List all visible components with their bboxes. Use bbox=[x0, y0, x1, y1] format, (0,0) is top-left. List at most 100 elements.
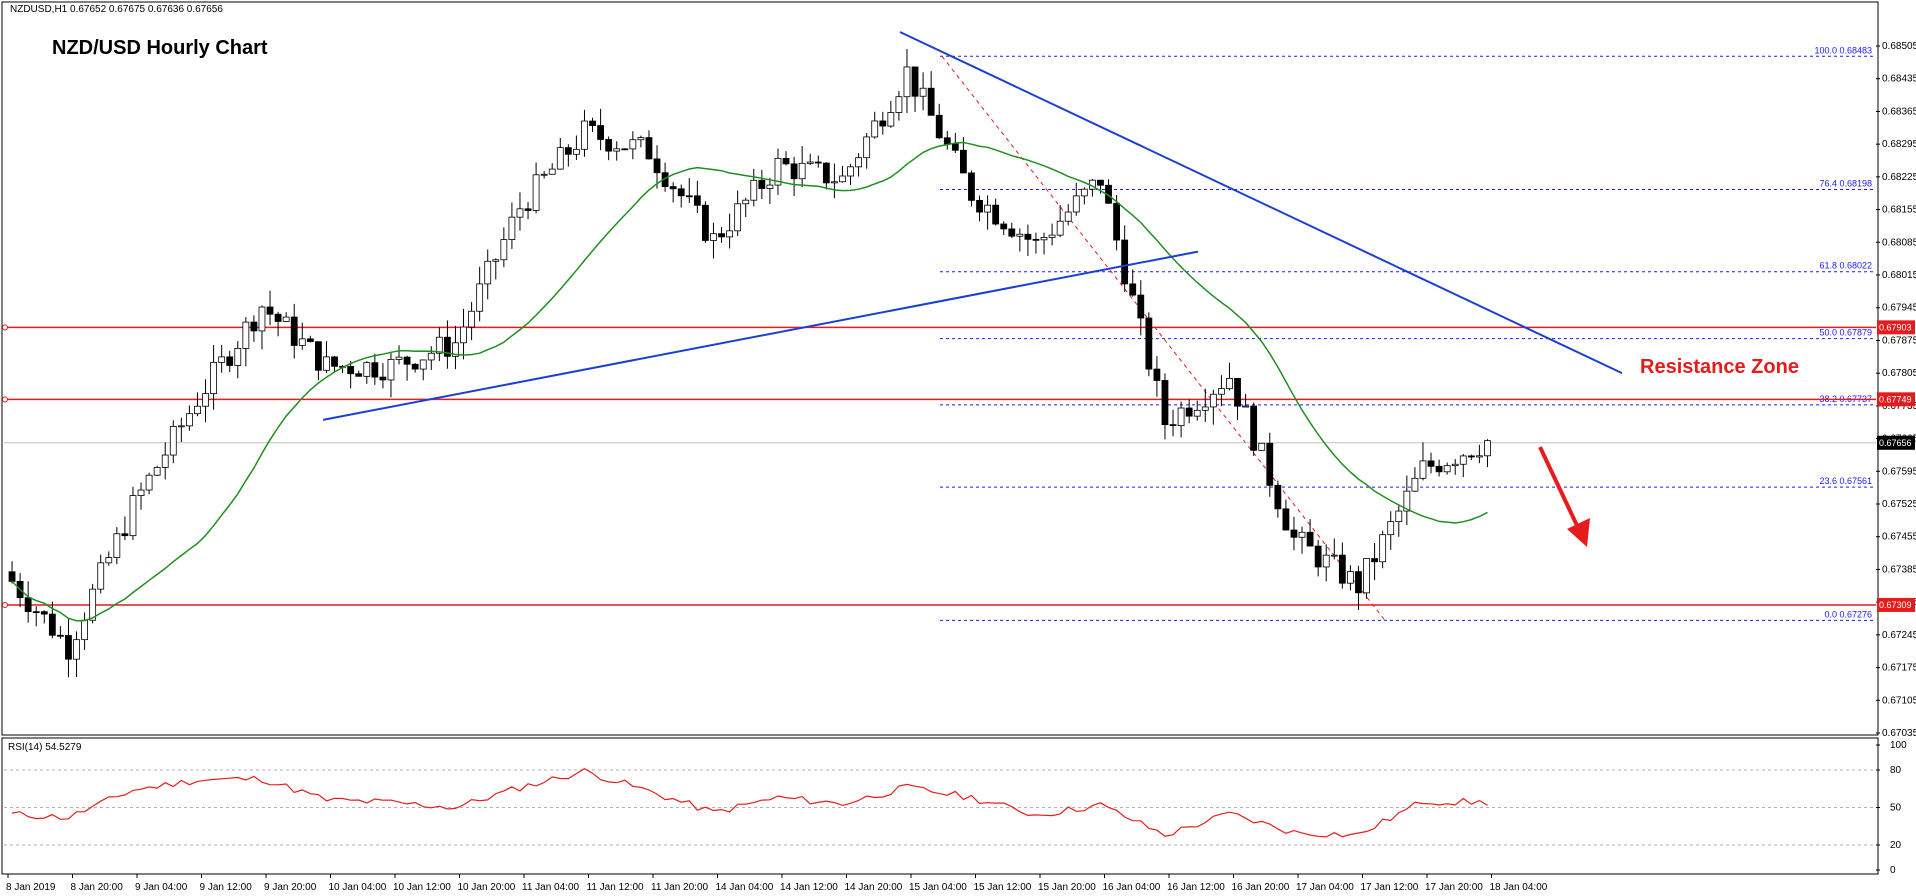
time-tick-label: 8 Jan 2019 bbox=[6, 882, 56, 893]
bear-candle bbox=[1145, 317, 1153, 370]
bull-candle bbox=[774, 157, 782, 186]
rsi-tick-label: 80 bbox=[1890, 765, 1902, 776]
price-tick-label: 0.67735 bbox=[1882, 401, 1916, 412]
bull-candle bbox=[710, 233, 717, 241]
bull-candle bbox=[1395, 510, 1403, 523]
level-price-tag-label: 0.67749 bbox=[1879, 394, 1912, 404]
bear-candle bbox=[1024, 233, 1032, 240]
bear-candle bbox=[1234, 377, 1241, 407]
bull-candle bbox=[387, 359, 395, 381]
bull-candle bbox=[1411, 477, 1419, 492]
bear-candle bbox=[927, 87, 935, 116]
resistance-zone-label: Resistance Zone bbox=[1640, 356, 1799, 378]
bear-candle bbox=[1097, 179, 1104, 186]
bull-candle bbox=[863, 136, 871, 159]
bear-candle bbox=[1153, 368, 1161, 381]
bear-candle bbox=[790, 163, 798, 180]
bear-candle bbox=[1306, 531, 1314, 547]
time-tick-label: 17 Jan 20:00 bbox=[1425, 882, 1483, 893]
price-tags[interactable]: 0.67903 0.67749 0.67309 0.67656 bbox=[1877, 320, 1915, 612]
bear-candle bbox=[1427, 460, 1435, 467]
fib-level-label: 61.8 0.68022 bbox=[1819, 261, 1872, 271]
bull-candle bbox=[258, 306, 266, 332]
bear-candle bbox=[1266, 442, 1274, 486]
bull-candle bbox=[508, 216, 516, 240]
bear-candle bbox=[1185, 407, 1193, 417]
rsi-panel-frame bbox=[1, 737, 1879, 875]
moving-average bbox=[11, 141, 1488, 622]
bull-candle bbox=[242, 321, 250, 349]
price-tick-label: 0.67595 bbox=[1882, 466, 1916, 477]
fib-level-label: 0.0 0.67276 bbox=[1824, 609, 1872, 619]
level-price-tag-label: 0.67903 bbox=[1879, 322, 1912, 332]
bear-candle bbox=[250, 321, 258, 332]
bull-candle bbox=[282, 316, 290, 322]
bull-candle bbox=[105, 557, 113, 564]
bear-candle bbox=[564, 147, 572, 155]
bear-candle bbox=[1161, 380, 1169, 426]
bull-candle bbox=[97, 562, 105, 590]
price-panel-frame bbox=[1, 1, 1879, 736]
bear-candle bbox=[57, 634, 64, 637]
bear-candle bbox=[40, 611, 48, 615]
bull-candle bbox=[847, 166, 854, 177]
bull-candle bbox=[1209, 393, 1217, 408]
bull-candle bbox=[1193, 409, 1201, 417]
time-tick-label: 10 Jan 12:00 bbox=[393, 882, 451, 893]
bull-candle bbox=[1403, 490, 1411, 512]
level-price-tag bbox=[1877, 392, 1915, 407]
time-tick-label: 15 Jan 12:00 bbox=[974, 882, 1032, 893]
bull-candle bbox=[1048, 234, 1056, 238]
bull-candle bbox=[1419, 460, 1427, 479]
bear-candle bbox=[1371, 558, 1378, 563]
price-tick-label: 0.67875 bbox=[1882, 335, 1916, 346]
bull-candle bbox=[137, 489, 145, 496]
bear-candle bbox=[1250, 405, 1258, 451]
bull-candle bbox=[895, 96, 903, 113]
bear-candle bbox=[1113, 202, 1120, 241]
rsi-axis: 100 80 50 20 0 bbox=[1876, 740, 1907, 876]
bull-candle bbox=[839, 175, 846, 183]
time-tick-label: 9 Jan 12:00 bbox=[200, 882, 253, 893]
bull-candle bbox=[194, 405, 201, 415]
bull-candle bbox=[460, 326, 467, 344]
bear-candle bbox=[960, 149, 967, 174]
fib-level-label: 23.6 0.67561 bbox=[1819, 476, 1872, 486]
time-tick-label: 8 Jan 20:00 bbox=[71, 882, 124, 893]
bull-candle bbox=[1258, 442, 1266, 451]
price-tick-label: 0.68085 bbox=[1882, 237, 1916, 248]
bull-candle bbox=[742, 199, 750, 205]
bear-candle bbox=[677, 188, 685, 197]
rsi-tick-label: 0 bbox=[1890, 865, 1896, 876]
bear-candle bbox=[758, 179, 766, 189]
bull-candle bbox=[1201, 406, 1209, 411]
last-price-tag bbox=[1877, 435, 1915, 450]
bear-candle bbox=[951, 143, 959, 151]
bull-candle bbox=[81, 619, 88, 641]
bear-candle bbox=[976, 199, 983, 213]
time-tick-label: 14 Jan 12:00 bbox=[780, 882, 838, 893]
bear-candle bbox=[379, 376, 387, 381]
bull-candle bbox=[1347, 571, 1354, 584]
bear-candle bbox=[645, 137, 653, 160]
bear-candle bbox=[331, 356, 338, 367]
rsi-tick-label: 20 bbox=[1890, 840, 1902, 851]
bear-candle bbox=[32, 611, 40, 614]
time-tick-label: 16 Jan 20:00 bbox=[1232, 882, 1290, 893]
bull-candle bbox=[1226, 377, 1233, 390]
bull-candle bbox=[177, 425, 185, 428]
bull-candle bbox=[726, 230, 733, 238]
price-tick-label: 0.67805 bbox=[1882, 368, 1916, 379]
fibonacci-retracement: 100.0 0.68483 76.4 0.68198 61.8 0.68022 50.… bbox=[940, 45, 1876, 621]
bull-candle bbox=[1451, 463, 1459, 467]
bull-candle bbox=[540, 173, 548, 176]
bear-candle bbox=[355, 373, 363, 377]
bull-candle bbox=[202, 393, 209, 407]
bear-candle bbox=[911, 66, 919, 97]
bear-candle bbox=[597, 125, 604, 140]
time-tick-label: 16 Jan 12:00 bbox=[1167, 882, 1225, 893]
price-tick-label: 0.68155 bbox=[1882, 205, 1916, 216]
bull-candle bbox=[556, 147, 564, 170]
bear-candle bbox=[968, 172, 975, 201]
bear-candle bbox=[1008, 228, 1016, 237]
